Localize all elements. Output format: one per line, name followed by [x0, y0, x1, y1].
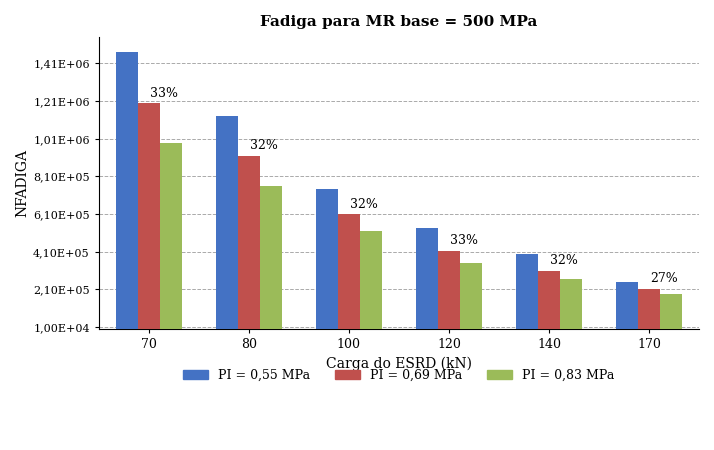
- Bar: [216, 116, 238, 329]
- Bar: [638, 288, 660, 329]
- Bar: [616, 282, 638, 329]
- Bar: [116, 52, 138, 329]
- Bar: [316, 189, 338, 329]
- Bar: [238, 156, 260, 329]
- Title: Fadiga para MR base = 500 MPa: Fadiga para MR base = 500 MPa: [260, 15, 538, 29]
- Bar: [160, 143, 182, 329]
- Legend: PI = 0,55 MPa, PI = 0,69 MPa, PI = 0,83 MPa: PI = 0,55 MPa, PI = 0,69 MPa, PI = 0,83 …: [178, 364, 620, 387]
- Text: 27%: 27%: [650, 272, 678, 285]
- Bar: [360, 231, 382, 329]
- Y-axis label: NFADIGA: NFADIGA: [15, 149, 29, 217]
- Bar: [516, 254, 538, 329]
- Bar: [138, 103, 160, 329]
- Bar: [438, 251, 460, 329]
- Bar: [460, 263, 482, 329]
- Bar: [660, 293, 682, 329]
- Text: 32%: 32%: [550, 254, 578, 267]
- Bar: [538, 270, 560, 329]
- X-axis label: Carga do ESRD (kN): Carga do ESRD (kN): [326, 356, 472, 371]
- Bar: [560, 279, 582, 329]
- Text: 33%: 33%: [450, 234, 478, 248]
- Bar: [416, 228, 438, 329]
- Bar: [260, 186, 282, 329]
- Text: 32%: 32%: [350, 198, 378, 211]
- Text: 33%: 33%: [150, 87, 178, 99]
- Bar: [338, 214, 360, 329]
- Text: 32%: 32%: [250, 140, 278, 153]
